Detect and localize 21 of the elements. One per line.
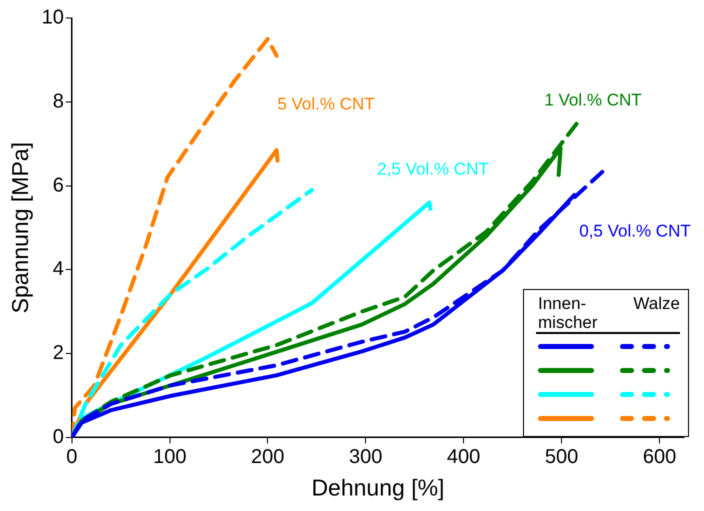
x-tick-label: 200 (251, 446, 284, 468)
x-tick-label: 400 (446, 446, 480, 468)
x-tick-label: 600 (642, 446, 676, 468)
annotation: 2,5 Vol.% CNT (377, 160, 489, 179)
x-tick-label: 300 (348, 446, 382, 468)
annotation: Walze (633, 294, 680, 316)
y-tick-label: 8 (52, 90, 64, 112)
y-tick-label: 2 (52, 342, 64, 364)
y-axis-title: Spannung [MPa] (7, 142, 34, 314)
y-tick-label: 6 (52, 174, 64, 196)
x-axis-title: Dehnung [%] (311, 474, 444, 501)
annotation: Innen- mischer (538, 294, 598, 332)
x-tick-label: 500 (544, 446, 578, 468)
annotation: 0,5 Vol.% CNT (579, 222, 691, 241)
y-tick-label: 4 (52, 258, 64, 280)
y-tick-label: 10 (42, 6, 64, 29)
y-tick-label: 0 (52, 426, 64, 448)
legend-key: Innen- mischer Walze (523, 289, 689, 438)
x-tick-label: 100 (153, 446, 186, 468)
annotation: 5 Vol.% CNT (277, 94, 375, 114)
annotation: 1 Vol.% CNT (544, 90, 642, 110)
